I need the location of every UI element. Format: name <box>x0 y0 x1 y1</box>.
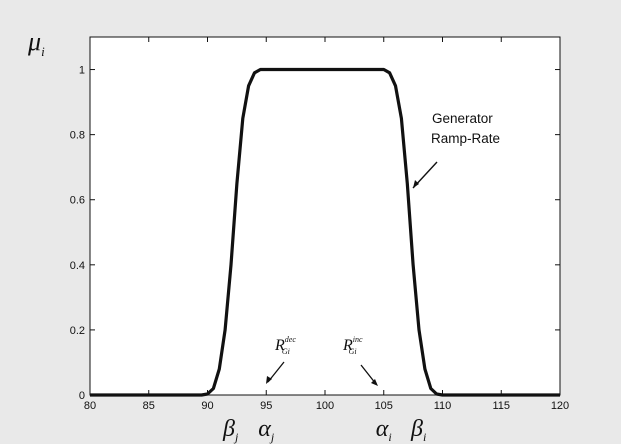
r-inc-label: Rinc Gi <box>342 335 363 356</box>
y-tick-label: 0.8 <box>70 130 85 142</box>
x-tick-label: 90 <box>201 400 213 412</box>
x-tick-label: 110 <box>434 400 452 412</box>
tick-layer: 80 85 90 95 100 105 110 115 120 0 0.2 0.4 0.6 0.8 1 <box>70 37 569 412</box>
x-tick-label: 120 <box>551 400 569 412</box>
below-axis-label: αi <box>376 416 392 444</box>
x-tick-label: 100 <box>316 400 334 412</box>
y-tick-label: 0.6 <box>70 195 85 207</box>
generator-label-line2: Ramp-Rate <box>431 131 500 146</box>
below-axis-labels: βj αj αi βi <box>222 416 426 444</box>
x-tick-label: 85 <box>143 400 155 412</box>
y-tick-label: 0.4 <box>70 260 85 272</box>
x-tick-label: 105 <box>375 400 393 412</box>
plot-area <box>89 36 561 396</box>
x-tick-label: 95 <box>260 400 272 412</box>
y-tick-label: 0 <box>79 390 85 402</box>
x-tick-label: 115 <box>492 400 510 412</box>
below-axis-label: αj <box>258 416 275 444</box>
below-axis-label: βi <box>410 416 426 444</box>
generator-arrowhead <box>413 180 419 188</box>
r-inc-arrowhead <box>371 379 378 386</box>
below-axis-label: βj <box>222 416 239 444</box>
curve-layer <box>90 67 560 397</box>
y-tick-label: 0.2 <box>70 325 85 337</box>
y-axis-label: μi <box>27 27 45 59</box>
x-tick-label: 80 <box>84 400 96 412</box>
y-tick-label: 1 <box>79 65 85 77</box>
r-dec-label: Rdec Gi <box>274 335 296 356</box>
generator-label-line1: Generator <box>432 111 493 126</box>
r-dec-arrowhead <box>266 376 272 384</box>
membership-curve <box>90 67 560 397</box>
